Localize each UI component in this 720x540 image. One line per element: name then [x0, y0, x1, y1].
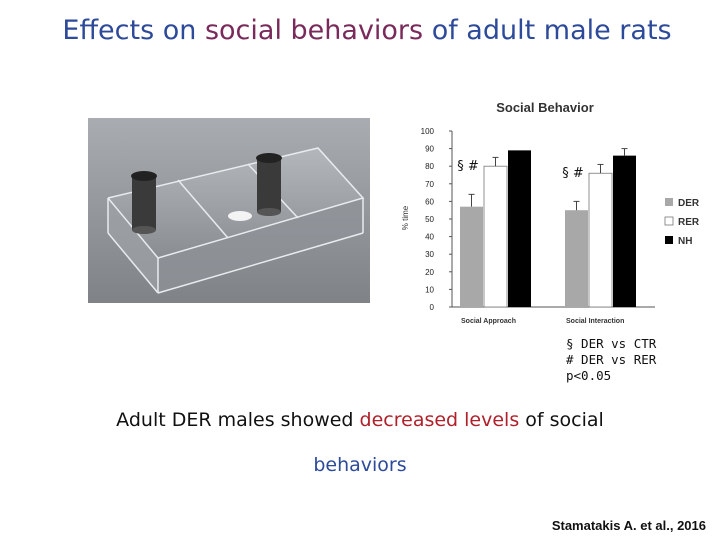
- legend-swatch: [665, 198, 673, 206]
- conclusion-highlight: decreased levels: [359, 409, 520, 431]
- y-tick-label: 80: [425, 162, 434, 171]
- chart-title: Social Behavior: [496, 100, 594, 115]
- citation: Stamatakis A. et al., 2016: [551, 518, 706, 533]
- y-tick-label: 70: [425, 180, 434, 189]
- social-behavior-chart: Social Behavior % time 0 10 20 30 40 50 60 70 80…: [401, 100, 700, 325]
- stat-line-1: § DER vs CTR: [566, 336, 657, 351]
- stat-line-3: p<0.05: [566, 368, 612, 383]
- y-tick-label: 10: [425, 285, 434, 294]
- legend-label: DER: [678, 198, 700, 209]
- y-tick-label: 50: [425, 215, 434, 224]
- conclusion-part-3: of: [519, 409, 550, 431]
- title-part-3: of adult male rats: [423, 15, 672, 46]
- chart-bars: Social Approach § # Social Interaction § #: [457, 148, 636, 325]
- bar-nh: [613, 155, 636, 307]
- category-label: Social Interaction: [566, 318, 624, 325]
- y-tick-label: 90: [425, 145, 434, 154]
- legend-swatch: [664, 216, 674, 226]
- y-tick-label: 100: [421, 127, 435, 136]
- conclusion-line-2: behaviors: [313, 454, 407, 476]
- significance-annotation: § #: [562, 166, 584, 181]
- bar-der: [460, 206, 483, 307]
- chart-axes: 0 10 20 30 40 50 60 70 80 90 100: [421, 127, 655, 312]
- y-tick-label: 20: [425, 268, 434, 277]
- y-tick-label: 60: [425, 197, 434, 206]
- y-tick-label: 30: [425, 250, 434, 259]
- legend-label: NH: [678, 236, 692, 247]
- chart-legend: DER RER NH: [664, 198, 700, 247]
- conclusion-part-4: social: [549, 409, 604, 431]
- legend-swatch: [665, 236, 673, 244]
- category-label: Social Approach: [461, 318, 516, 325]
- apparatus-photo: [88, 118, 370, 303]
- y-axis-label: % time: [401, 205, 410, 230]
- title-part-1: Effects on: [62, 15, 205, 46]
- bar-rer: [483, 165, 508, 308]
- y-tick-label: 40: [425, 233, 434, 242]
- bar-rer: [588, 172, 613, 308]
- legend-label: RER: [678, 217, 700, 228]
- bar-der: [565, 210, 588, 307]
- statistics-note: § DER vs CTR # DER vs RER p<0.05: [566, 336, 656, 384]
- conclusion-text: Adult DER males showed decreased levels …: [40, 398, 680, 488]
- stat-line-2: # DER vs RER: [566, 352, 657, 367]
- title-highlight: social behaviors: [204, 15, 424, 46]
- y-tick-label: 0: [430, 303, 435, 312]
- bar-nh: [508, 150, 531, 307]
- conclusion-part-1: Adult DER males showed: [116, 409, 360, 431]
- conclusion-line-1: Adult DER males showed decreased levels …: [40, 398, 680, 443]
- slide-title: Effects on social behaviors of adult mal…: [0, 12, 720, 49]
- significance-annotation: § #: [457, 159, 479, 174]
